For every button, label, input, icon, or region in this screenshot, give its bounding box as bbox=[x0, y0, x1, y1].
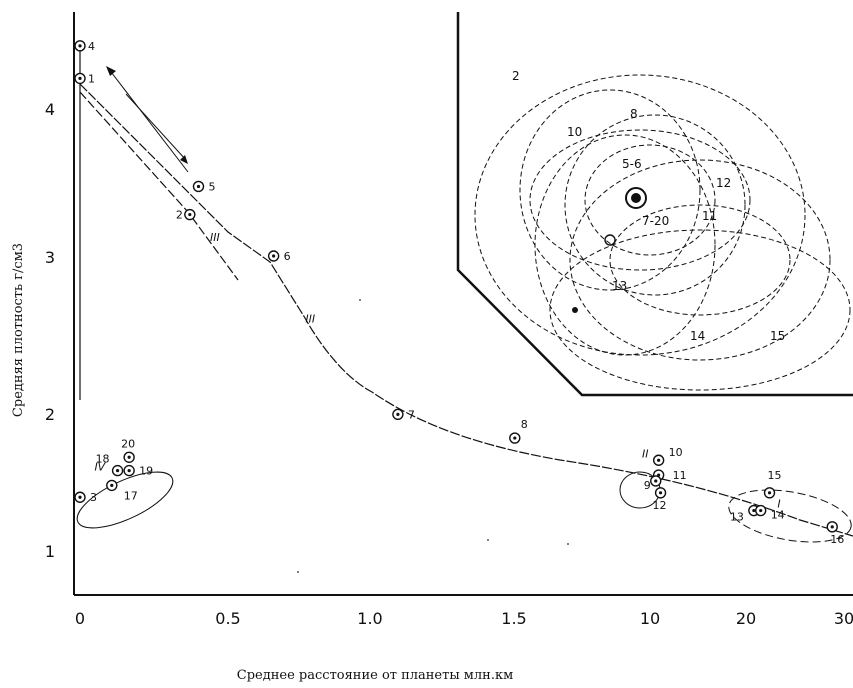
inset-label: 13 bbox=[612, 279, 627, 293]
orbit-ring bbox=[564, 114, 746, 296]
data-point-label: 14 bbox=[771, 509, 785, 522]
data-point-label: 6 bbox=[284, 250, 291, 263]
speck bbox=[297, 571, 299, 573]
speck bbox=[487, 539, 489, 541]
arrow-down bbox=[125, 93, 187, 161]
orbit-inset: 2 8 10 12 11 5-6 7-20 13 14 15 bbox=[456, 12, 853, 397]
inset-satellite-marker bbox=[604, 234, 616, 246]
data-point-center bbox=[767, 491, 772, 495]
x-axis-title: Среднее расстояние от планеты млн.км bbox=[237, 668, 513, 683]
y-tick-label: 2 bbox=[45, 405, 55, 424]
x-tick-label: 1.5 bbox=[501, 609, 526, 628]
data-point-label: 9 bbox=[644, 479, 651, 492]
data-point-label: 2 bbox=[176, 209, 183, 222]
x-tick-label: 30 bbox=[834, 609, 853, 628]
data-point-label: 11 bbox=[673, 469, 687, 482]
data-point-center bbox=[272, 254, 276, 258]
curve-main bbox=[79, 83, 853, 537]
inset-label: 14 bbox=[690, 329, 705, 343]
data-point-label: 16 bbox=[830, 533, 844, 546]
curve-label: II bbox=[642, 447, 649, 460]
orbit-ring bbox=[529, 129, 751, 271]
y-tick-label: 3 bbox=[45, 248, 55, 267]
curve-label: I bbox=[777, 498, 780, 511]
data-point-label: 1 bbox=[88, 72, 95, 85]
inset-center-planet-core bbox=[631, 193, 641, 203]
inset-label: 5-6 bbox=[622, 157, 642, 171]
data-point-label: 12 bbox=[653, 499, 667, 512]
inset-label: 12 bbox=[716, 176, 731, 190]
speck bbox=[359, 299, 361, 301]
orbit-ring bbox=[549, 229, 851, 391]
data-point-center bbox=[657, 458, 661, 462]
data-point-center bbox=[396, 412, 400, 416]
arrow-down-head bbox=[180, 155, 188, 164]
data-point-center bbox=[78, 495, 82, 499]
data-point-label: 17 bbox=[124, 489, 138, 502]
data-point-label: 15 bbox=[768, 469, 782, 482]
cluster-ellipse-iv bbox=[76, 471, 174, 529]
data-point-center bbox=[759, 508, 763, 513]
scan-specks bbox=[297, 299, 569, 573]
data-point-center bbox=[115, 469, 120, 473]
x-tick-label: 20 bbox=[736, 609, 756, 628]
inset-center-planet bbox=[625, 187, 647, 209]
data-point-label: 18 bbox=[96, 453, 110, 466]
arrow-up-head bbox=[106, 66, 116, 76]
data-point-center bbox=[658, 491, 663, 495]
data-point-center bbox=[127, 455, 131, 459]
inset-satellite-marker bbox=[572, 307, 578, 313]
data-point-center bbox=[188, 212, 192, 217]
speck bbox=[567, 543, 569, 545]
data-point-label: 20 bbox=[121, 437, 135, 450]
orbit-ring bbox=[569, 159, 831, 361]
inset-frame bbox=[456, 12, 853, 397]
orbit-ring bbox=[609, 204, 791, 316]
inset-label: 11 bbox=[702, 209, 717, 223]
data-point-label: 8 bbox=[521, 418, 528, 431]
inset-label: 10 bbox=[567, 125, 582, 139]
arrow-up bbox=[107, 67, 189, 173]
orbit-ring bbox=[474, 74, 806, 356]
data-point-label: 13 bbox=[730, 511, 744, 524]
y-tick-label: 4 bbox=[45, 100, 55, 119]
data-point-center bbox=[127, 469, 131, 473]
data-point-center bbox=[78, 44, 82, 48]
data-point-label: 5 bbox=[208, 180, 215, 193]
cluster-ellipse-i bbox=[728, 489, 852, 543]
x-tick-label: 1.0 bbox=[357, 609, 382, 628]
data-point-label: 19 bbox=[139, 465, 153, 478]
inset-label: 15 bbox=[770, 329, 785, 343]
curve-label: III bbox=[210, 231, 220, 244]
data-point-center bbox=[78, 76, 82, 80]
orbit-ring bbox=[534, 134, 716, 356]
x-tick-label: 10 bbox=[640, 609, 660, 628]
data-point-label: 3 bbox=[90, 491, 97, 504]
y-axis-title: Средняя плотность г/см3 bbox=[11, 243, 26, 417]
data-point-center bbox=[654, 479, 658, 483]
data-point-center bbox=[513, 436, 517, 440]
data-point-label: 4 bbox=[88, 40, 95, 53]
orbit-ring bbox=[519, 89, 701, 291]
data-point-label: 10 bbox=[669, 446, 683, 459]
y-tick-label: 1 bbox=[45, 542, 55, 561]
x-tick-label: 0 bbox=[75, 609, 85, 628]
orbit-ring bbox=[584, 144, 716, 256]
inset-label: 8 bbox=[630, 107, 638, 121]
data-point-center bbox=[752, 508, 756, 513]
x-tick-label: 0.5 bbox=[215, 609, 240, 628]
inset-label: 7-20 bbox=[642, 214, 669, 228]
data-point-center bbox=[196, 184, 201, 189]
curve-label: III bbox=[305, 313, 315, 326]
data-point-center bbox=[110, 483, 114, 487]
data-point-label: 7 bbox=[408, 408, 415, 421]
inset-label: 2 bbox=[512, 69, 520, 83]
curve-label: IV bbox=[94, 461, 106, 474]
data-point-center bbox=[830, 525, 834, 529]
